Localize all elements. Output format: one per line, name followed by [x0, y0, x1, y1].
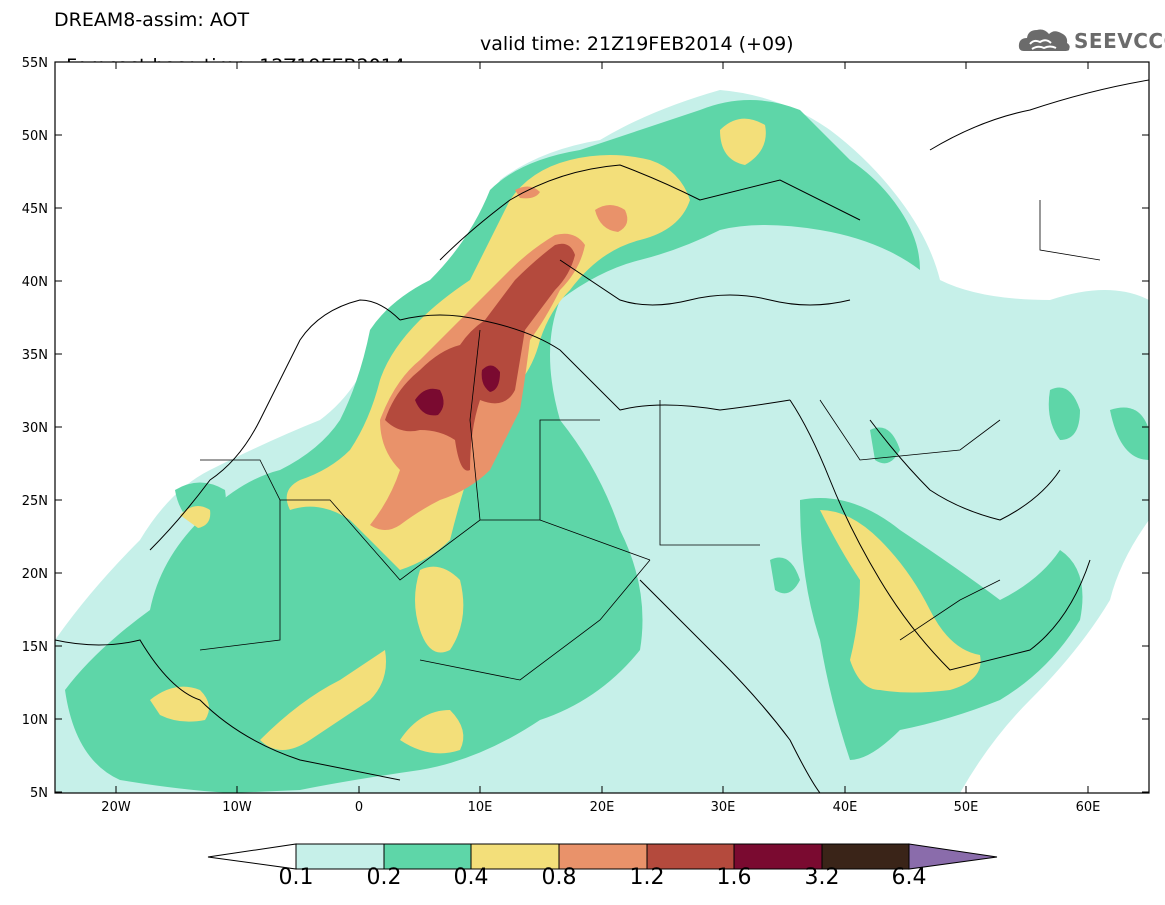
colorbar-label: 1.2	[629, 865, 665, 890]
seevccc-logo: SEEVCCC	[1016, 23, 1165, 55]
lat-label: 50N	[22, 129, 48, 144]
colorbar-label: 0.4	[453, 865, 489, 890]
colorbar-label: 3.2	[804, 865, 840, 890]
lat-axis: 55N 50N 45N 40N 35N 30N 25N 20N 15N 10N …	[22, 56, 1149, 801]
lat-label: 45N	[22, 202, 48, 217]
aot-level-1.6	[415, 365, 500, 416]
colorbar-bin	[646, 843, 735, 870]
country-borders	[199, 200, 1101, 681]
lon-label: 10E	[468, 800, 493, 815]
logo-text: SEEVCCC	[1074, 29, 1165, 53]
lat-label: 20N	[22, 567, 48, 582]
colorbar-label: 0.8	[541, 865, 577, 890]
lon-label: 10W	[222, 800, 252, 815]
lat-label: 10N	[22, 713, 48, 728]
lat-label: 35N	[22, 348, 48, 363]
lon-label: 50E	[954, 800, 979, 815]
lat-label: 55N	[22, 56, 48, 71]
colorbar-bin	[470, 843, 560, 870]
colorbar-label: 0.1	[278, 865, 314, 890]
valid-time: valid time: 21Z19FEB2014 (+09)	[480, 33, 794, 55]
coastlines	[55, 79, 1149, 793]
colorbar-bin	[295, 843, 385, 870]
colorbar-bin	[383, 843, 472, 870]
colorbar-over-arrow	[908, 843, 998, 870]
lon-axis: 20W 10W 0 10E 20E 30E 40E 50E 60E	[101, 62, 1100, 815]
colorbar-label: 0.2	[366, 865, 402, 890]
lon-label: 40E	[833, 800, 858, 815]
colorbar-label: 1.6	[716, 865, 752, 890]
lon-label: 60E	[1076, 800, 1101, 815]
lon-label: 30E	[711, 800, 736, 815]
lat-label: 15N	[22, 640, 48, 655]
colorbar-bin	[733, 843, 823, 870]
aot-field	[55, 62, 1149, 793]
colorbar-bin	[821, 843, 910, 870]
lon-label: 20E	[590, 800, 615, 815]
lat-label: 30N	[22, 421, 48, 436]
lat-label: 25N	[22, 494, 48, 509]
map-title: DREAM8-assim: AOT	[54, 9, 250, 31]
cloud-icon	[1018, 29, 1070, 51]
lat-label: 5N	[30, 786, 48, 801]
lon-label: 20W	[101, 800, 131, 815]
lat-label: 40N	[22, 275, 48, 290]
colorbar-label: 6.4	[891, 865, 927, 890]
lon-label: 0	[355, 800, 363, 815]
